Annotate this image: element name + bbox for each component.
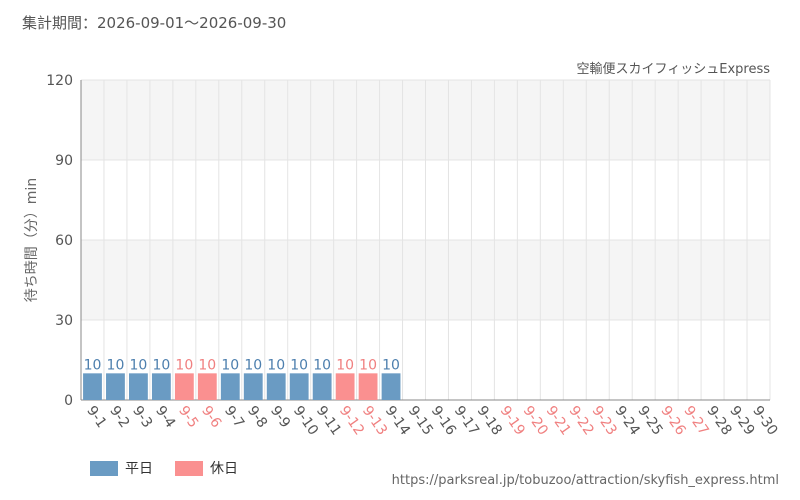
x-tick-label: 9-8 [244,403,270,431]
x-tick-label: 9-14 [382,403,413,438]
x-tick-label: 9-11 [313,403,344,438]
x-tick-label: 9-7 [221,403,247,431]
data-label: 10 [130,357,148,373]
attraction-name: 空輸便スカイフィッシュExpress [576,62,770,77]
y-tick-label: 90 [55,153,73,169]
legend-holiday-label: 休日 [210,461,238,477]
data-label: 10 [382,357,400,373]
bar [335,373,355,400]
x-tick-label: 9-27 [680,403,711,438]
x-tick-label: 9-6 [198,403,224,431]
y-axis-label: 待ち時間（分）min [24,178,40,302]
bar [151,373,171,400]
x-tick-label: 9-20 [520,403,551,438]
x-tick-label: 9-4 [152,403,178,431]
data-label: 10 [198,357,216,373]
data-label: 10 [290,357,308,373]
data-label: 10 [336,357,354,373]
data-label: 10 [267,357,285,373]
bar [83,373,102,400]
x-tick-label: 9-16 [428,403,459,438]
bar [197,373,217,400]
data-label: 10 [107,357,125,373]
data-label: 10 [359,357,377,373]
x-tick-label: 9-15 [405,403,436,438]
x-tick-label: 9-22 [566,403,597,438]
data-label: 10 [244,357,262,373]
legend-weekday: 平日 [90,458,153,478]
legend-weekday-swatch [90,460,118,476]
bar [358,373,378,400]
bar [289,373,309,400]
x-tick-label: 9-18 [474,403,505,438]
data-label: 10 [152,357,170,373]
y-tick-label: 120 [46,73,73,89]
collection-period: 集計期間：2026-09-01～2026-09-30 [22,14,287,32]
data-label: 10 [221,357,239,373]
bar [174,373,194,400]
x-tick-label: 9-9 [267,403,293,431]
bar [243,373,263,400]
bar [106,373,125,400]
x-tick-label: 9-23 [588,403,619,438]
y-tick-label: 0 [64,393,73,409]
x-tick-label: 9-30 [749,403,780,438]
x-tick-label: 9-21 [543,403,574,438]
y-tick-label: 60 [55,233,73,249]
x-tick-label: 9-29 [726,403,757,438]
source-url: https://parksreal.jp/tobuzoo/attraction/… [391,473,779,488]
data-label: 10 [84,357,102,373]
bar [129,373,148,400]
data-label: 10 [175,357,193,373]
x-tick-label: 9-26 [657,403,688,438]
x-tick-label: 9-12 [336,403,367,438]
chart-legend: 平日 休日 [90,458,260,478]
x-tick-label: 9-10 [290,403,321,438]
x-tick-label: 9-17 [451,403,482,438]
bar [266,373,286,400]
x-tick-label: 9-1 [83,403,109,431]
legend-holiday: 休日 [175,458,238,478]
x-tick-label: 9-3 [129,403,155,431]
bar [312,373,332,400]
x-tick-label: 9-19 [497,403,528,438]
x-tick-label: 9-28 [703,403,734,438]
data-label: 10 [313,357,331,373]
y-tick-label: 30 [55,313,73,329]
bar [220,373,240,400]
legend-weekday-label: 平日 [125,461,153,477]
legend-holiday-swatch [175,460,203,476]
x-tick-label: 9-25 [634,403,665,438]
x-tick-label: 9-13 [359,403,390,438]
bar [381,373,401,400]
x-tick-label: 9-5 [175,403,201,431]
x-tick-label: 9-24 [611,403,642,438]
x-tick-label: 9-2 [106,403,132,431]
